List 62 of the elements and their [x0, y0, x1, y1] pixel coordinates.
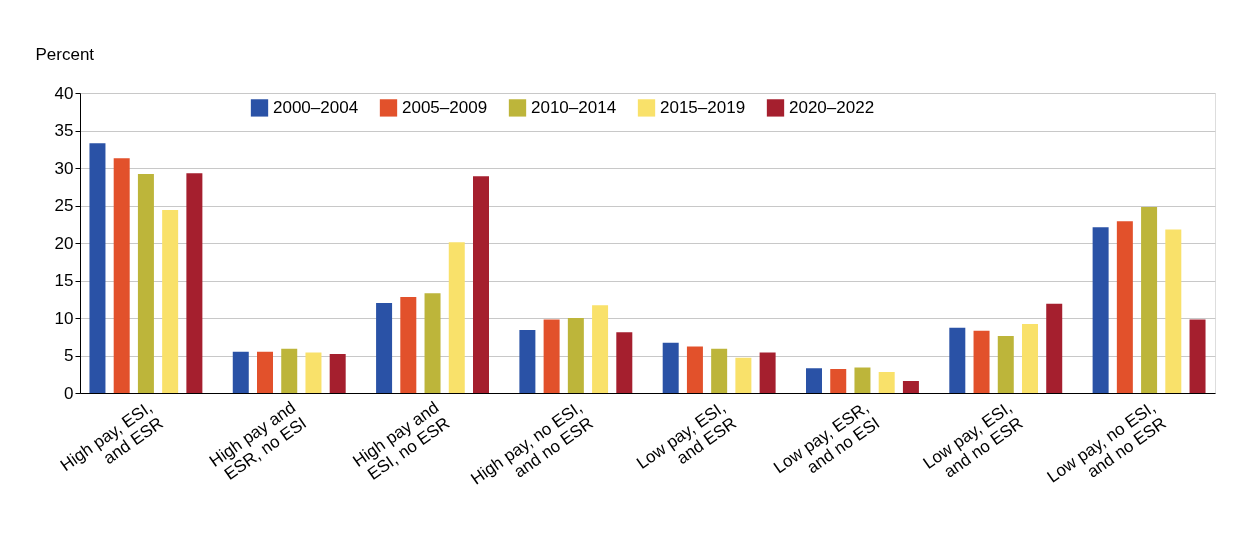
- x-tick-label: High pay and ESI, no ESR: [349, 397, 454, 484]
- bar: [592, 305, 609, 393]
- x-tick-label: Low pay, no ESI, and no ESR: [1043, 397, 1170, 487]
- bar: [830, 369, 847, 393]
- x-tick-label: Low pay, ESI, and ESR: [633, 397, 740, 473]
- bar: [400, 297, 417, 393]
- bar: [113, 158, 130, 393]
- legend-label: 2010–2014: [531, 97, 617, 117]
- y-tick-label: 15: [54, 271, 74, 290]
- bar: [735, 357, 752, 393]
- bar: [686, 346, 703, 393]
- bar: [616, 332, 633, 393]
- bar: [519, 330, 536, 393]
- y-tick-label: 40: [54, 83, 74, 103]
- bar: [1165, 229, 1182, 393]
- y-tick-label: 20: [54, 233, 74, 253]
- bar: [162, 210, 179, 393]
- bar: [281, 348, 298, 393]
- bar: [137, 174, 154, 393]
- bar: [376, 303, 393, 393]
- bar: [949, 327, 966, 393]
- legend-label: 2000–2004: [273, 97, 359, 117]
- bar: [567, 318, 584, 393]
- bar: [711, 348, 728, 393]
- x-tick-label: Low pay, ESI, and no ESR: [919, 397, 1027, 482]
- bar: [662, 342, 679, 393]
- legend-label: 2015–2019: [660, 97, 746, 117]
- x-tick-label: Low pay, ESR, and no ESI: [770, 397, 884, 478]
- bar: [1092, 227, 1109, 393]
- bar: [424, 293, 441, 393]
- bar: [973, 330, 990, 393]
- bar: [543, 319, 560, 393]
- bar: [305, 352, 322, 393]
- bar: [878, 372, 895, 393]
- bar: [1022, 324, 1038, 393]
- y-tick-label: 35: [54, 121, 74, 140]
- bar: [186, 173, 203, 393]
- bar: [257, 351, 273, 393]
- y-axis-title: Percent: [35, 44, 95, 64]
- y-tick-label: 30: [54, 158, 74, 178]
- x-tick-label: High pay, no ESI, and no ESR: [467, 397, 597, 489]
- bar: [997, 336, 1014, 393]
- bar: [232, 351, 249, 393]
- bar: [759, 352, 776, 393]
- legend-label: 2020–2022: [789, 97, 875, 117]
- bar: [1046, 303, 1063, 393]
- bar: [473, 176, 489, 393]
- y-tick-label: 5: [64, 346, 74, 365]
- x-tick-label: High pay and ESR, no ESI: [206, 397, 310, 484]
- bar: [854, 367, 871, 393]
- bar: [1141, 207, 1158, 393]
- bar: [448, 242, 465, 393]
- bar: [329, 354, 346, 393]
- bar: [902, 381, 919, 393]
- y-tick-label: 0: [64, 383, 74, 403]
- bar: [806, 368, 822, 393]
- y-tick-label: 25: [54, 196, 74, 215]
- bar: [1189, 319, 1206, 393]
- bar: [89, 143, 106, 393]
- y-tick-label: 10: [54, 308, 74, 328]
- bar: [1116, 221, 1133, 393]
- legend-label: 2005–2009: [402, 97, 488, 117]
